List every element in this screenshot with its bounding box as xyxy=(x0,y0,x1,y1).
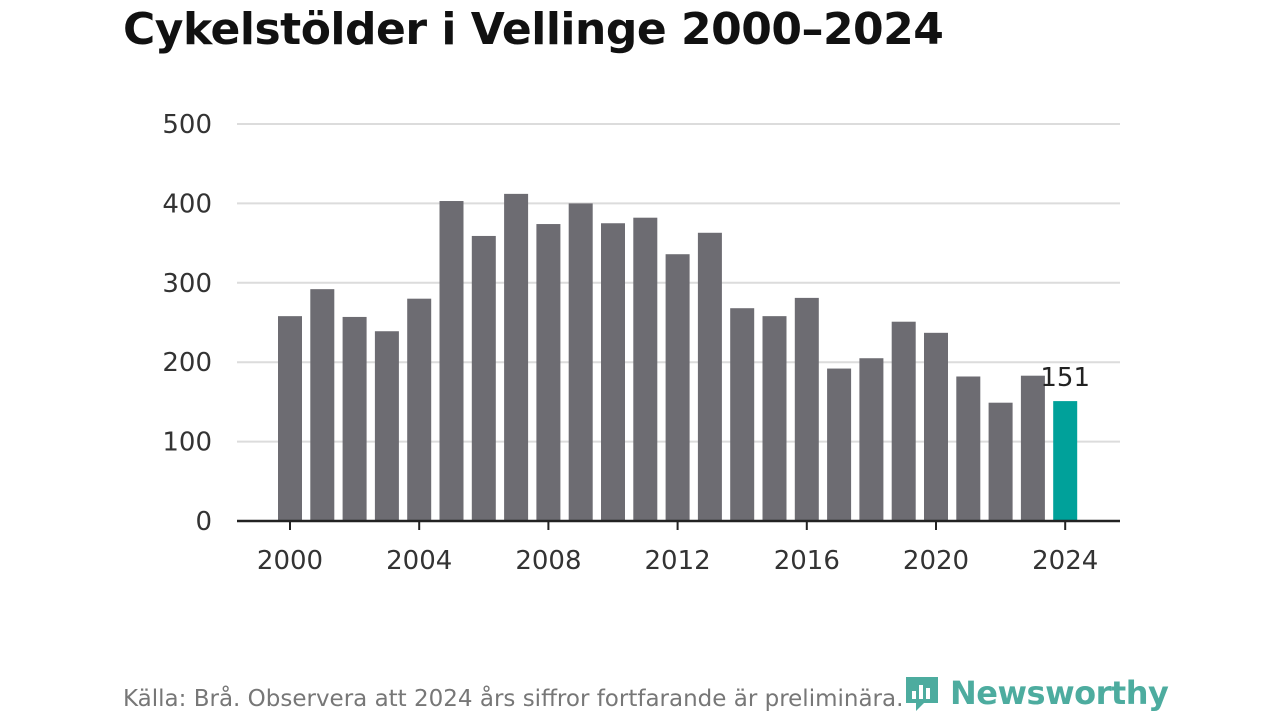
logo-text: Newsworthy xyxy=(950,674,1169,712)
y-tick-label: 300 xyxy=(162,269,212,299)
bar xyxy=(956,376,981,521)
y-axis-ticks: 0 100 200 300 400 500 xyxy=(162,110,212,537)
bar xyxy=(697,232,722,521)
bar xyxy=(278,316,302,521)
bar xyxy=(794,297,819,521)
chart-title: Cykelstölder i Vellinge 2000–2024 xyxy=(123,4,944,55)
newsworthy-logo: Newsworthy xyxy=(902,670,1169,716)
bar xyxy=(1020,375,1045,521)
x-tick-label: 2016 xyxy=(774,546,840,576)
bar xyxy=(891,321,916,521)
source-note: Källa: Brå. Observera att 2024 års siffr… xyxy=(123,686,904,712)
bar xyxy=(374,331,399,521)
y-tick-label: 200 xyxy=(162,348,212,378)
bar-chart: 0 100 200 300 400 500 2000 2004 2008 2012 2016 202… xyxy=(162,110,1120,576)
data-label: 151 xyxy=(1040,363,1090,393)
bar xyxy=(827,368,852,521)
x-tick-label: 2012 xyxy=(645,546,711,576)
x-tick-label: 2004 xyxy=(386,546,452,576)
x-tick-label: 2008 xyxy=(515,546,581,576)
bar xyxy=(310,289,335,521)
bar xyxy=(504,193,529,521)
bar-chart-speech-bubble-icon xyxy=(906,677,938,711)
bar xyxy=(601,223,625,521)
bar xyxy=(471,235,496,522)
y-tick-label: 100 xyxy=(162,428,212,458)
y-tick-label: 500 xyxy=(162,110,212,140)
x-tick-label: 2000 xyxy=(257,546,323,576)
bar xyxy=(342,316,367,521)
bar xyxy=(859,358,884,521)
bar xyxy=(407,298,432,521)
data-labels: 151 xyxy=(1040,363,1090,393)
x-axis-ticks: 2000 2004 2008 2012 2016 2020 2024 xyxy=(257,521,1098,576)
y-tick-label: 400 xyxy=(162,189,212,219)
bar xyxy=(988,402,1013,521)
bar xyxy=(665,254,690,521)
bar-highlight xyxy=(1053,401,1078,521)
bar xyxy=(762,316,787,521)
bar xyxy=(633,217,658,521)
bar xyxy=(568,203,593,521)
bars xyxy=(278,193,1078,522)
y-tick-label: 0 xyxy=(195,507,212,537)
x-tick-label: 2020 xyxy=(903,546,969,576)
bar xyxy=(439,201,464,521)
x-tick-label: 2024 xyxy=(1032,546,1098,576)
bar xyxy=(924,332,948,521)
bar xyxy=(730,308,755,521)
bar xyxy=(536,224,561,521)
